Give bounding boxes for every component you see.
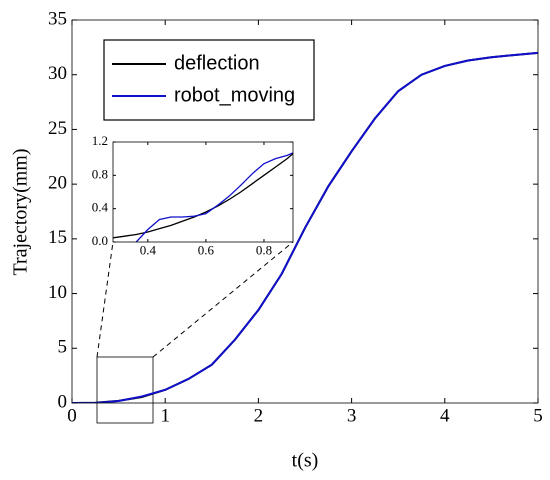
legend-label: robot_moving xyxy=(174,84,295,106)
y-tick-label: 35 xyxy=(48,8,67,29)
y-tick-label: 0 xyxy=(58,391,68,412)
zoom-connector xyxy=(96,241,114,358)
y-tick-label: 5 xyxy=(58,337,68,358)
y-tick-label: 15 xyxy=(48,227,67,248)
inset-background xyxy=(113,142,293,242)
y-tick-label: 25 xyxy=(48,118,67,139)
data-line xyxy=(135,152,293,242)
y-tick-label: 20 xyxy=(48,173,67,194)
x-tick-label: 5 xyxy=(533,406,543,427)
x-axis-label: t(s) xyxy=(292,450,319,472)
x-tick-label: 3 xyxy=(347,406,357,427)
y-axis-label: Trajectory(mm) xyxy=(10,148,32,275)
x-tick-label: 0.4 xyxy=(140,243,157,258)
data-line xyxy=(72,51,538,403)
axes-frame xyxy=(112,141,294,243)
legend-box xyxy=(103,39,315,121)
x-tick-label: 2 xyxy=(254,406,264,427)
zoom-connector xyxy=(152,241,294,358)
y-tick-label: 0.4 xyxy=(92,200,109,215)
x-tick-label: 1 xyxy=(160,406,170,427)
legend-label: deflection xyxy=(174,52,260,74)
y-tick-label: 30 xyxy=(48,63,67,84)
x-tick-label: 0 xyxy=(67,406,77,427)
y-tick-label: 0.0 xyxy=(92,233,108,248)
y-tick-label: 10 xyxy=(48,282,67,303)
x-tick-label: 0.8 xyxy=(256,243,272,258)
x-tick-label: 0.6 xyxy=(198,243,215,258)
x-tick-label: 4 xyxy=(440,406,450,427)
zoom-region xyxy=(96,356,154,424)
axes-frame xyxy=(71,19,539,404)
y-tick-label: 0.8 xyxy=(92,166,108,181)
y-tick-label: 1.2 xyxy=(92,133,108,148)
